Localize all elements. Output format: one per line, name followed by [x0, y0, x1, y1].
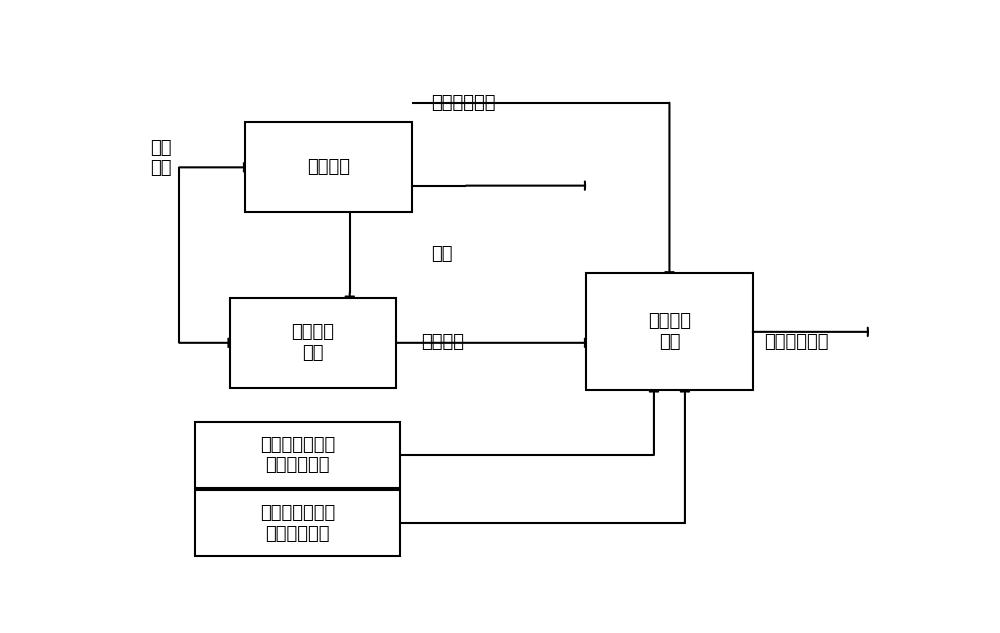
- Text: 电池内阻: 电池内阻: [421, 332, 464, 351]
- Bar: [586, 273, 753, 391]
- Bar: [245, 122, 412, 213]
- Text: 电压: 电压: [431, 245, 453, 263]
- Bar: [230, 298, 396, 388]
- Text: 电流: 电流: [150, 159, 171, 177]
- Text: 电池内部温度: 电池内部温度: [764, 332, 829, 351]
- Text: 单体电池: 单体电池: [307, 158, 350, 177]
- Bar: [195, 422, 400, 488]
- Text: 电池表面温度: 电池表面温度: [431, 94, 496, 112]
- Text: 在线内阻
估计: 在线内阻 估计: [291, 323, 334, 362]
- Text: 内部温度
估计: 内部温度 估计: [648, 313, 691, 351]
- Text: 电流: 电流: [150, 139, 171, 157]
- Bar: [195, 491, 400, 556]
- Text: 单体电池内部无
温差内阻特性: 单体电池内部无 温差内阻特性: [260, 436, 335, 474]
- Text: 单体电池内部有
温差内阻特性: 单体电池内部有 温差内阻特性: [260, 504, 335, 542]
